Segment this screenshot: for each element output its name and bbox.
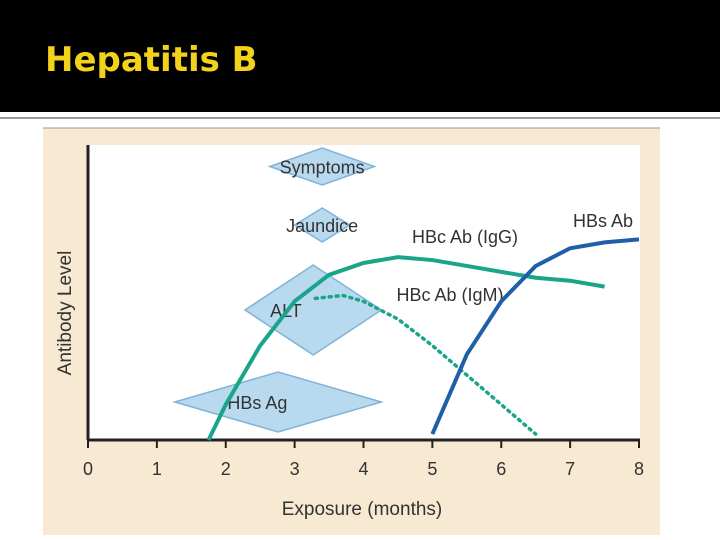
x-tick-label: 8 — [634, 459, 644, 479]
x-tick-label: 0 — [83, 459, 93, 479]
x-tick-label: 1 — [152, 459, 162, 479]
x-tick-label: 7 — [565, 459, 575, 479]
y-axis-label: Antibody Level — [55, 251, 76, 376]
plot-area — [88, 145, 640, 440]
range-label: Symptoms — [280, 157, 365, 177]
range-diamond — [267, 147, 377, 186]
series-line — [430, 237, 640, 435]
x-tick-label: 6 — [496, 459, 506, 479]
x-tick-label: 2 — [221, 459, 231, 479]
x-tick-label: 5 — [427, 459, 437, 479]
series-label: HBc Ab (IgG) — [412, 227, 518, 247]
range-diamond — [172, 371, 385, 433]
slide-title: Hepatitis B — [45, 40, 258, 80]
series-label: HBc Ab (IgM) — [396, 285, 503, 305]
range-diamond — [293, 207, 352, 243]
range-label: Jaundice — [286, 216, 358, 236]
series-label: HBs Ab — [573, 211, 633, 231]
divider — [0, 117, 720, 119]
series-line — [313, 293, 538, 436]
series-line — [206, 255, 605, 441]
x-axis-label: Exposure (months) — [282, 499, 443, 520]
range-label: HBs Ag — [227, 393, 287, 413]
header-bar: Hepatitis B — [0, 0, 720, 112]
x-tick-label: 3 — [290, 459, 300, 479]
x-tick-label: 4 — [358, 459, 368, 479]
